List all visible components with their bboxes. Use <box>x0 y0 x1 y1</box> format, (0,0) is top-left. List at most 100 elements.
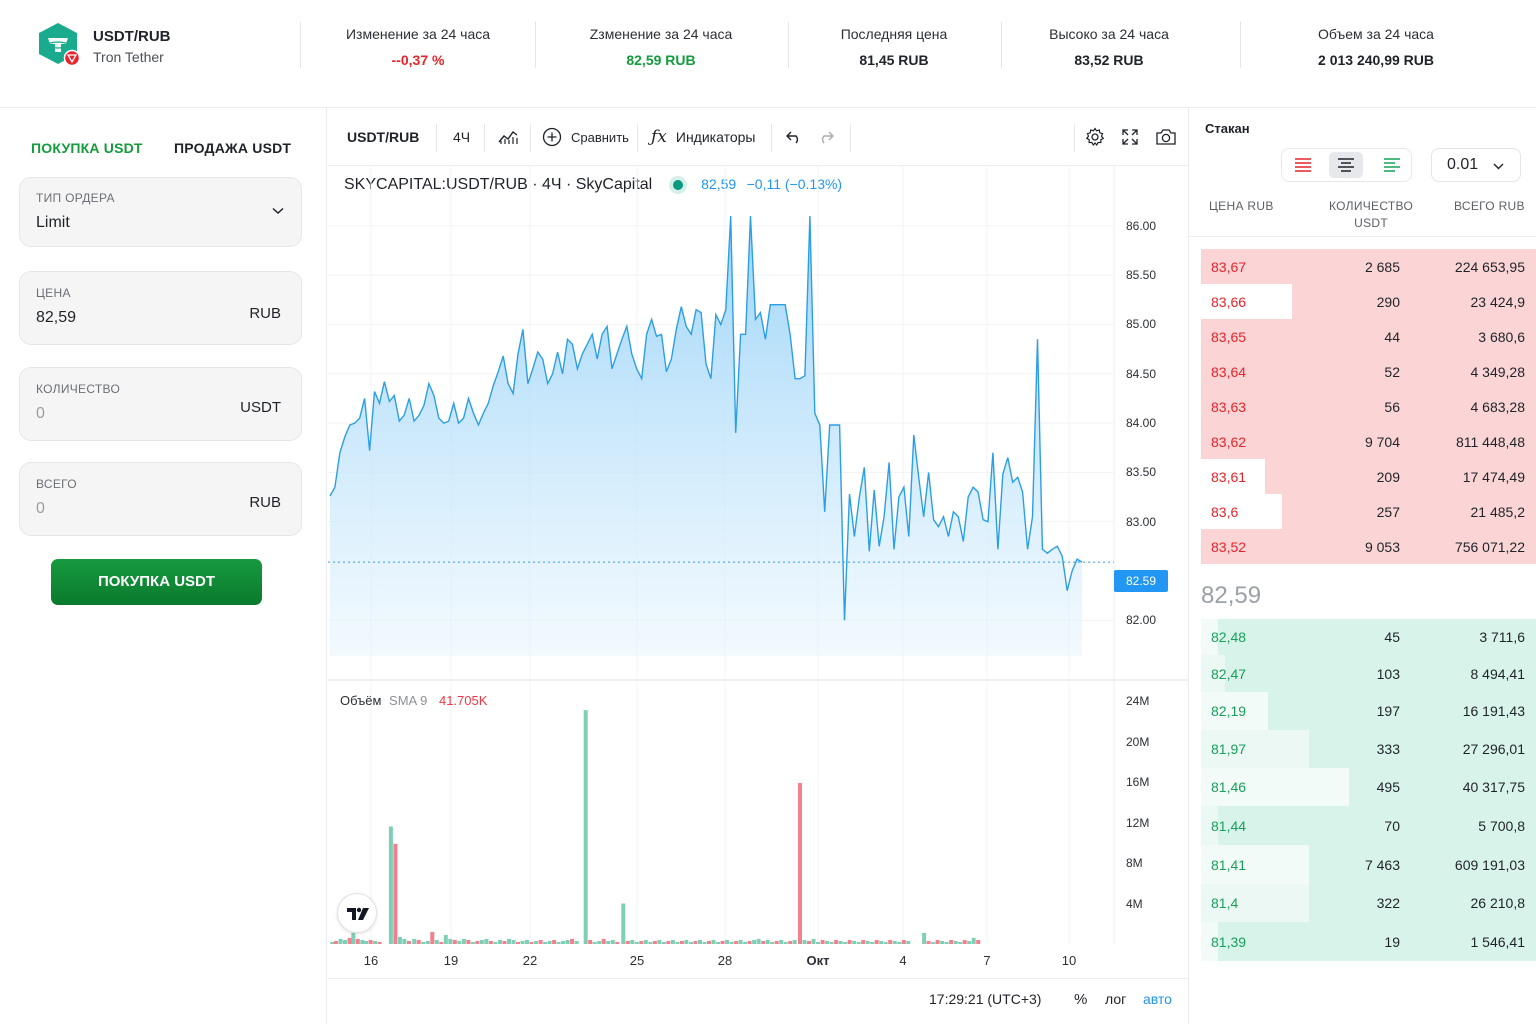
volume-bar <box>443 934 448 944</box>
bid-row[interactable]: 82,47 103 8 494,41 <box>1201 655 1536 692</box>
legend-price: 82,59 <box>701 176 737 192</box>
order-type-label: ТИП ОРДЕРА <box>36 191 115 205</box>
volume-bar <box>729 942 734 944</box>
volume-bar <box>838 941 843 944</box>
price-field[interactable]: ЦЕНА 82,59 RUB <box>19 271 302 345</box>
volume-bar <box>493 942 498 944</box>
volume-bar <box>852 941 857 944</box>
ask-row[interactable]: 83,63 56 4 683,28 <box>1201 389 1536 424</box>
bid-qty: 7 463 <box>1364 856 1400 873</box>
price-volume-chart[interactable] <box>328 108 1188 978</box>
settings-button[interactable] <box>1085 108 1105 166</box>
interval-selector[interactable]: 4Ч <box>453 129 471 145</box>
volume-bar <box>807 941 811 944</box>
volume-bar <box>393 843 398 944</box>
auto-scale-toggle[interactable]: авто <box>1143 991 1172 1007</box>
pair-title: USDT/RUB <box>93 28 171 45</box>
depth-bar <box>1268 692 1536 730</box>
undo-button[interactable] <box>785 108 803 166</box>
ask-total: 23 424,9 <box>1470 293 1526 310</box>
bid-row[interactable]: 81,46 495 40 317,75 <box>1201 768 1536 806</box>
ask-qty: 290 <box>1376 293 1400 310</box>
depth-bar <box>1217 619 1536 655</box>
ask-row[interactable]: 83,61 209 17 474,49 <box>1201 459 1536 494</box>
bid-row[interactable]: 81,97 333 27 296,01 <box>1201 730 1536 768</box>
price-tick: 85.50 <box>1126 268 1157 283</box>
bid-row[interactable]: 82,48 45 3 711,6 <box>1201 619 1536 655</box>
ask-price: 83,61 <box>1211 468 1247 485</box>
ask-price: 83,65 <box>1211 328 1247 345</box>
bid-row[interactable]: 81,44 70 5 700,8 <box>1201 806 1536 845</box>
stat-high-24h: Высоко за 24 часа 83,52 RUB <box>1019 26 1199 68</box>
volume-bar <box>825 941 830 944</box>
volume-bar <box>511 940 516 944</box>
bid-row[interactable]: 81,4 322 26 210,8 <box>1201 884 1536 922</box>
volume-bar <box>498 940 502 944</box>
quantity-field[interactable]: КОЛИЧЕСТВО 0 USDT <box>19 367 302 441</box>
volume-bar <box>588 940 593 944</box>
ask-row[interactable]: 83,65 44 3 680,6 <box>1201 319 1536 354</box>
total-input[interactable]: 0 <box>36 500 45 517</box>
stat-label: Изменение за 24 часа <box>345 26 491 42</box>
compare-button[interactable]: Сравнить <box>542 108 629 166</box>
order-form-panel: ПОКУПКА USDT ПРОДАЖА USDT ТИП ОРДЕРА Lim… <box>0 108 327 1024</box>
price-tick: 84.50 <box>1126 366 1157 381</box>
ask-price: 83,67 <box>1211 258 1247 275</box>
volume-bar <box>802 940 807 944</box>
view-asks-button[interactable] <box>1286 152 1320 178</box>
price-step-value: 0.01 <box>1447 156 1479 173</box>
volume-bar <box>592 942 597 944</box>
order-type-value: Limit <box>36 214 70 231</box>
volume-bar <box>643 940 648 944</box>
bid-row[interactable]: 81,39 19 1 546,41 <box>1201 922 1536 961</box>
volume-bar <box>953 941 958 944</box>
time-tick: 28 <box>717 953 733 968</box>
ask-qty: 9 704 <box>1364 433 1400 450</box>
header-divider <box>1189 236 1536 237</box>
total-field[interactable]: ВСЕГО 0 RUB <box>19 462 302 536</box>
col-qty-header-line1: КОЛИЧЕСТВО <box>1329 199 1414 213</box>
volume-bar <box>949 940 954 944</box>
screenshot-button[interactable] <box>1155 108 1177 166</box>
toolbar-divider <box>637 124 638 152</box>
time-tick: Окт <box>806 953 830 968</box>
volume-bar <box>430 931 435 944</box>
ask-row[interactable]: 83,67 2 685 224 653,95 <box>1201 249 1536 284</box>
ask-row[interactable]: 83,52 9 053 756 071,22 <box>1201 529 1536 564</box>
volume-bar <box>861 940 866 944</box>
ask-row[interactable]: 83,64 52 4 349,28 <box>1201 354 1536 389</box>
depth-bar <box>1201 249 1536 284</box>
fullscreen-button[interactable] <box>1121 108 1139 166</box>
depth-bar <box>1217 806 1536 845</box>
market-open-indicator <box>672 179 683 190</box>
volume-bar <box>716 942 720 944</box>
ask-row[interactable]: 83,62 9 704 811 448,48 <box>1201 424 1536 459</box>
log-scale-toggle[interactable]: лог <box>1105 991 1127 1007</box>
ask-row[interactable]: 83,6 257 21 485,2 <box>1201 494 1536 529</box>
redo-button[interactable] <box>817 108 835 166</box>
ask-row[interactable]: 83,66 290 23 424,9 <box>1201 284 1536 319</box>
volume-bar <box>488 941 493 944</box>
price-step-select[interactable]: 0.01 <box>1431 148 1521 182</box>
symbol-selector[interactable]: USDT/RUB <box>347 129 420 145</box>
percent-scale-toggle[interactable]: % <box>1074 991 1088 1008</box>
indicators-button[interactable]: ƒx Индикаторы <box>651 108 755 166</box>
price-chart-panel: USDT/RUB 4Ч Сравнить ƒx Индикаторы <box>328 108 1188 1024</box>
chart-type-button[interactable] <box>498 108 518 166</box>
quantity-input[interactable]: 0 <box>36 405 45 422</box>
bid-row[interactable]: 82,19 197 16 191,43 <box>1201 692 1536 730</box>
price-tick: 84.00 <box>1126 416 1157 431</box>
volume-bar <box>475 941 480 944</box>
bid-row[interactable]: 81,41 7 463 609 191,03 <box>1201 845 1536 884</box>
order-book-title: Стакан <box>1205 121 1250 136</box>
view-both-button[interactable] <box>1329 152 1363 178</box>
view-bids-button[interactable] <box>1375 152 1409 178</box>
buy-usdt-button[interactable]: ПОКУПКА USDT <box>51 559 262 605</box>
depth-bar <box>1201 354 1536 389</box>
tradingview-logo[interactable] <box>337 893 377 933</box>
tab-sell[interactable]: ПРОДАЖА USDT <box>174 140 292 156</box>
tab-buy[interactable]: ПОКУПКА USDT <box>31 140 143 156</box>
order-type-select[interactable]: ТИП ОРДЕРА Limit <box>19 177 302 247</box>
toolbar-divider <box>850 124 851 152</box>
price-input[interactable]: 82,59 <box>36 309 77 326</box>
